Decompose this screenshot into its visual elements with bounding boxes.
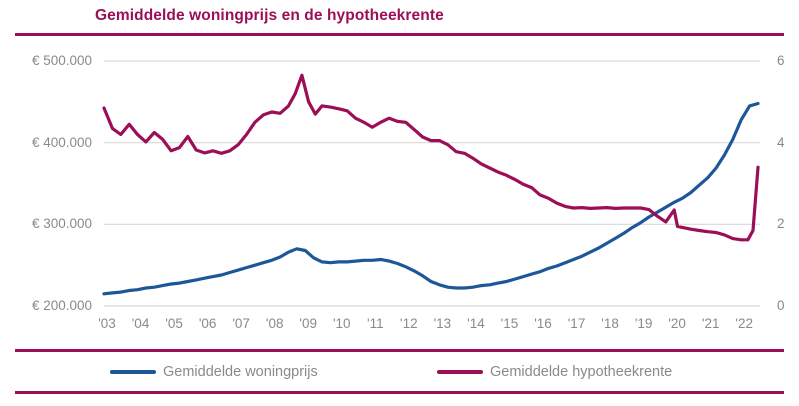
x-axis-label: '09 <box>299 316 318 331</box>
series-line-woningprijs <box>102 101 760 296</box>
x-axis-label: '17 <box>567 316 586 331</box>
y-axis-right-label: 2 <box>777 216 785 232</box>
x-axis-label: '10 <box>332 316 351 331</box>
x-axis-label: '06 <box>198 316 217 331</box>
legend-top-divider <box>15 349 784 352</box>
top-divider <box>15 33 784 36</box>
x-axis-label: '03 <box>98 316 116 331</box>
x-axis-label: '15 <box>500 316 519 331</box>
y-axis-right-label: 0 <box>777 298 785 313</box>
x-axis-label: '21 <box>701 316 720 331</box>
plot-area: € 500.000 € 400.000 € 300.000 € 200.000 6 4 2… <box>31 53 785 331</box>
legend: Gemiddelde woningprijs Gemiddelde hypoth… <box>0 359 799 385</box>
x-axis-label: '22 <box>735 316 754 331</box>
woningprijs-line-swatch <box>110 370 156 374</box>
x-axis-label: '05 <box>165 316 183 331</box>
y-axis-right-label: 4 <box>777 134 785 150</box>
x-axis-label: '19 <box>634 316 653 331</box>
chart-plot <box>102 60 760 307</box>
x-axis-label: '08 <box>265 316 284 331</box>
y-axis-left-label: € 200.000 <box>31 298 92 313</box>
chart-title: Gemiddelde woningprijs en de hypotheekre… <box>95 7 444 24</box>
series-line-hypotheekrente <box>102 73 760 242</box>
legend-label-woningprijs: Gemiddelde woningprijs <box>163 364 318 380</box>
legend-item-hypotheekrente: Gemiddelde hypotheekrente <box>437 359 672 385</box>
legend-label-hypotheekrente: Gemiddelde hypotheekrente <box>490 364 673 380</box>
x-axis-label: '20 <box>668 316 686 331</box>
bottom-divider <box>15 391 784 394</box>
y-axis-left-label: € 500.000 <box>31 53 92 68</box>
x-axis-label: '07 <box>232 316 250 331</box>
y-axis-left-label: € 400.000 <box>31 134 92 150</box>
x-axis-label: '04 <box>131 316 150 331</box>
x-axis-label: '18 <box>601 316 619 331</box>
hypotheekrente-line-swatch <box>437 370 483 374</box>
y-axis-right-label: 6 <box>777 53 785 68</box>
x-axis-label: '16 <box>534 316 552 331</box>
x-axis-label: '14 <box>467 316 485 331</box>
y-axis-left-label: € 300.000 <box>31 216 92 232</box>
legend-item-woningprijs: Gemiddelde woningprijs <box>110 359 318 385</box>
x-axis-label: '11 <box>367 316 384 331</box>
x-axis-label: '13 <box>433 316 452 331</box>
x-axis-label: '12 <box>400 316 418 331</box>
